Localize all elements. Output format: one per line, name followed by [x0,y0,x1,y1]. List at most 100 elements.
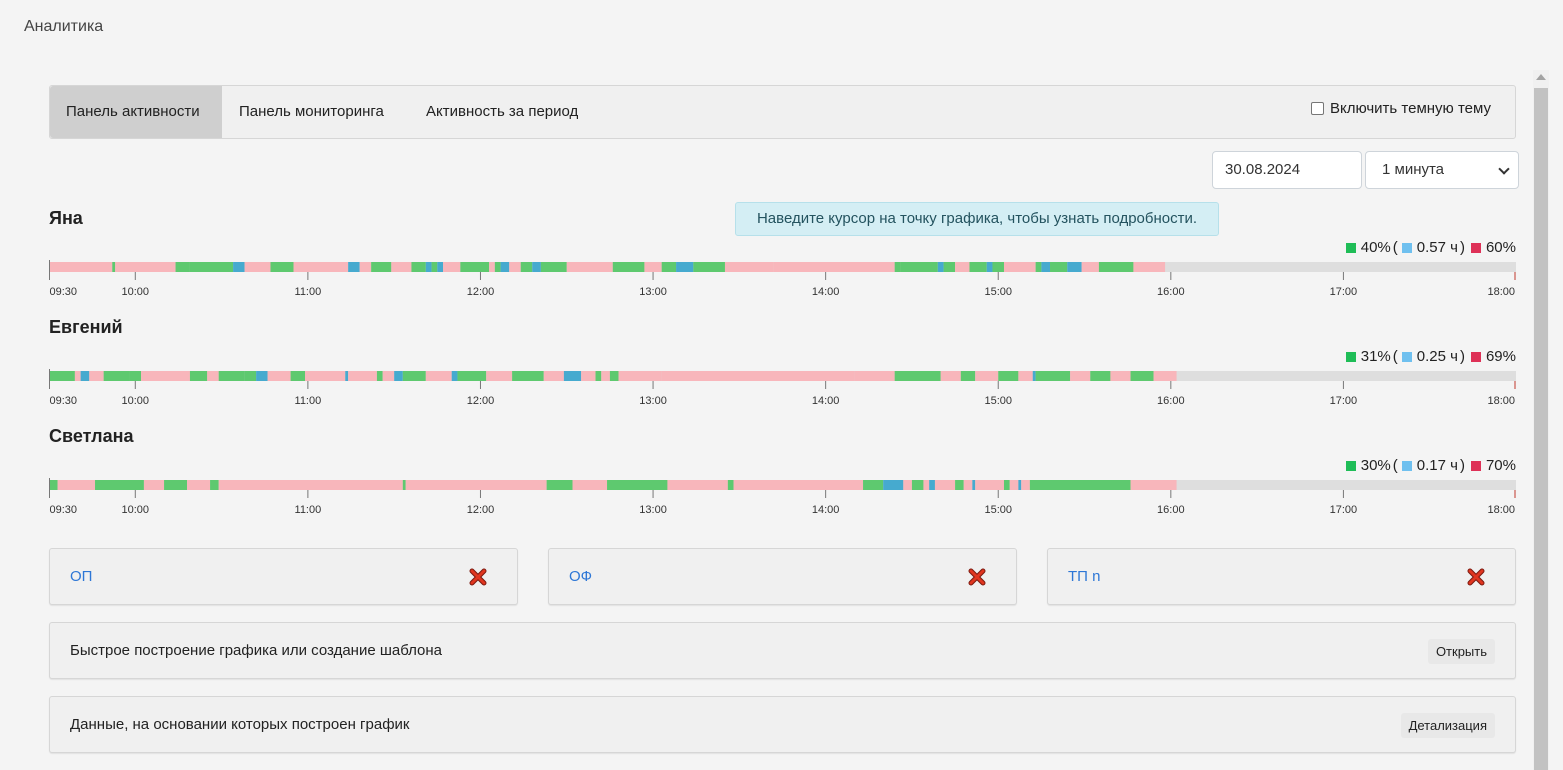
activity-segment[interactable] [854,371,895,381]
activity-segment[interactable] [402,480,406,490]
activity-segment[interactable] [95,480,144,490]
activity-segment[interactable] [402,371,426,381]
activity-segment[interactable] [566,262,613,272]
activity-segment[interactable] [164,480,188,490]
activity-timeline[interactable]: 09:30 10:00 11:00 12:00 13:00 14:00 15:00 16:00… [49,478,1516,534]
activity-segment[interactable] [49,480,58,490]
activity-segment[interactable] [290,371,305,381]
activity-segment[interactable] [233,262,245,272]
activity-segment[interactable] [451,371,458,381]
activity-segment[interactable] [267,371,291,381]
open-button[interactable]: Открыть [1427,639,1495,664]
activity-timeline[interactable]: 09:30 10:00 11:00 12:00 13:00 14:00 15:00 16:00… [49,260,1516,316]
activity-segment[interactable] [975,371,999,381]
activity-segment[interactable] [960,371,976,381]
activity-segment[interactable] [391,262,412,272]
activity-segment[interactable] [546,480,573,490]
activity-segment[interactable] [394,371,403,381]
activity-segment[interactable] [563,371,582,381]
activity-segment[interactable] [74,371,81,381]
activity-segment[interactable] [509,262,521,272]
activity-segment[interactable] [244,371,257,381]
activity-segment[interactable] [244,262,271,272]
activity-segment[interactable] [460,262,490,272]
activity-segment[interactable] [1070,371,1091,381]
activity-segment[interactable] [293,262,349,272]
close-icon[interactable] [968,568,986,586]
activity-segment[interactable] [612,262,645,272]
quick-card[interactable]: ОП [49,548,518,605]
quick-card-label[interactable]: ОФ [569,568,593,585]
activity-segment[interactable] [218,480,403,490]
activity-segment[interactable] [609,371,619,381]
activity-segment[interactable] [1081,262,1099,272]
tab-activity-panel[interactable]: Панель активности [50,86,222,138]
activity-segment[interactable] [187,480,211,490]
activity-segment[interactable] [437,262,444,272]
activity-segment[interactable] [112,262,116,272]
activity-segment[interactable] [189,262,234,272]
activity-segment[interactable] [773,262,895,272]
tab-monitoring-panel[interactable]: Панель мониторинга [239,103,384,120]
date-input[interactable]: 30.08.2024 [1212,151,1362,189]
activity-segment[interactable] [1029,480,1131,490]
activity-segment[interactable] [1035,262,1042,272]
quick-card[interactable]: ОФ [548,548,1017,605]
activity-segment[interactable] [733,480,864,490]
activity-segment[interactable] [618,371,662,381]
close-icon[interactable] [1467,568,1485,586]
activity-segment[interactable] [661,262,677,272]
activity-segment[interactable] [955,480,964,490]
activity-segment[interactable] [955,262,970,272]
activity-segment[interactable] [727,480,734,490]
activity-segment[interactable] [89,371,104,381]
quick-card[interactable]: ТП n [1047,548,1516,605]
activity-segment[interactable] [1041,262,1051,272]
scroll-up-arrow-icon[interactable] [1536,74,1546,80]
activity-segment[interactable] [1032,371,1036,381]
activity-segment[interactable] [894,262,901,272]
activity-segment[interactable] [1035,371,1071,381]
activity-segment[interactable] [411,262,426,272]
activity-segment[interactable] [457,371,487,381]
details-button[interactable]: Детализация [1400,713,1495,738]
activity-segment[interactable] [540,262,567,272]
activity-segment[interactable] [207,371,219,381]
activity-segment[interactable] [667,480,728,490]
activity-segment[interactable] [443,262,461,272]
activity-segment[interactable] [923,480,930,490]
activity-segment[interactable] [986,262,993,272]
activity-segment[interactable] [572,480,608,490]
activity-segment[interactable] [425,262,432,272]
dark-theme-checkbox[interactable] [1310,102,1324,115]
activity-segment[interactable] [348,262,360,272]
activity-segment[interactable] [210,480,219,490]
activity-segment[interactable] [1003,480,1010,490]
activity-segment[interactable] [218,371,245,381]
activity-segment[interactable] [512,371,544,381]
activity-segment[interactable] [500,262,510,272]
activity-segment[interactable] [911,480,924,490]
activity-segment[interactable] [489,262,495,272]
activity-segment[interactable] [661,371,855,381]
interval-select[interactable]: 1 минута [1365,151,1519,189]
activity-segment[interactable] [1018,371,1033,381]
activity-segment[interactable] [693,262,725,272]
activity-segment[interactable] [1130,371,1154,381]
activity-segment[interactable] [431,262,438,272]
activity-segment[interactable] [595,371,602,381]
activity-segment[interactable] [1110,371,1131,381]
tab-period-activity[interactable]: Активность за период [426,103,579,120]
activity-segment[interactable] [900,262,938,272]
activity-segment[interactable] [371,262,392,272]
activity-segment[interactable] [175,262,190,272]
activity-segment[interactable] [972,480,976,490]
activity-segment[interactable] [601,371,610,381]
activity-segment[interactable] [863,480,884,490]
activity-segment[interactable] [676,262,694,272]
activity-segment[interactable] [103,371,130,381]
activity-segment[interactable] [486,371,513,381]
activity-segment[interactable] [345,371,349,381]
activity-segment[interactable] [494,262,501,272]
activity-segment[interactable] [1018,480,1022,490]
